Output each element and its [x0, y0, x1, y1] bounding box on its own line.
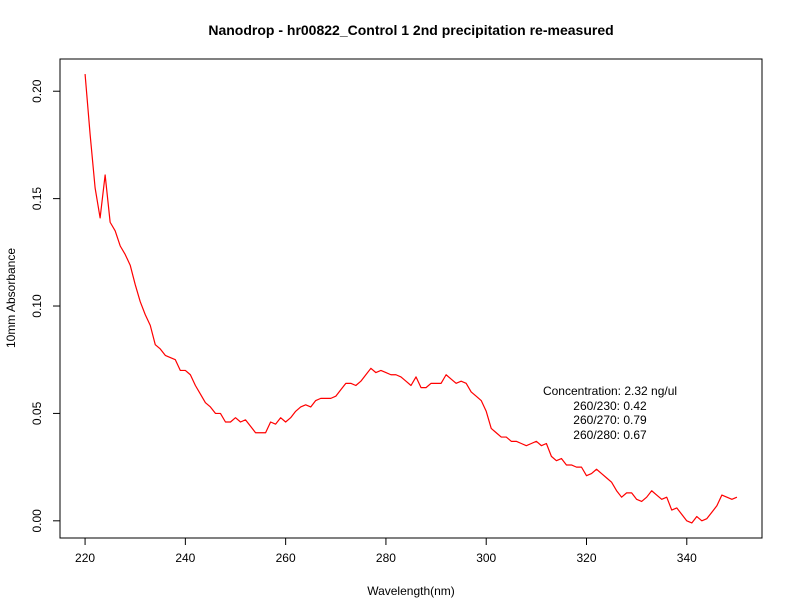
- series-layer: [84, 73, 738, 524]
- x-tick-label: 320: [576, 551, 596, 565]
- annotation-concentration: Concentration: 2.32 ng/ul: [543, 384, 677, 398]
- x-axis-label: Wavelength(nm): [367, 584, 455, 598]
- x-tick-label: 280: [376, 551, 396, 565]
- annotation-ratio-260-280: 260/280: 0.67: [573, 428, 647, 442]
- x-tick-label: 260: [276, 551, 296, 565]
- x-tick-label: 220: [75, 551, 95, 565]
- y-tick-label: 0.20: [30, 79, 44, 103]
- annotation-ratio-260-270: 260/270: 0.79: [573, 413, 647, 427]
- y-tick-label: 0.15: [30, 187, 44, 211]
- y-axis-label: 10mm Absorbance: [4, 248, 18, 348]
- plot-frame: [59, 58, 763, 539]
- y-axis: 0.00 0.05 0.10 0.15 0.20: [30, 79, 60, 532]
- y-tick-label: 0.10: [30, 294, 44, 318]
- absorbance-series-line: [84, 73, 738, 524]
- y-tick-label: 0.05: [30, 401, 44, 425]
- x-axis: 220 240 260 280 300 320 340: [75, 538, 697, 565]
- chart-title: Nanodrop - hr00822_Control 1 2nd precipi…: [208, 22, 613, 38]
- annotation-block: Concentration: 2.32 ng/ul 260/230: 0.42 …: [543, 384, 677, 442]
- x-tick-label: 240: [175, 551, 195, 565]
- x-tick-label: 340: [677, 551, 697, 565]
- y-tick-label: 0.00: [30, 509, 44, 533]
- x-tick-label: 300: [476, 551, 496, 565]
- annotation-ratio-260-230: 260/230: 0.42: [573, 399, 647, 413]
